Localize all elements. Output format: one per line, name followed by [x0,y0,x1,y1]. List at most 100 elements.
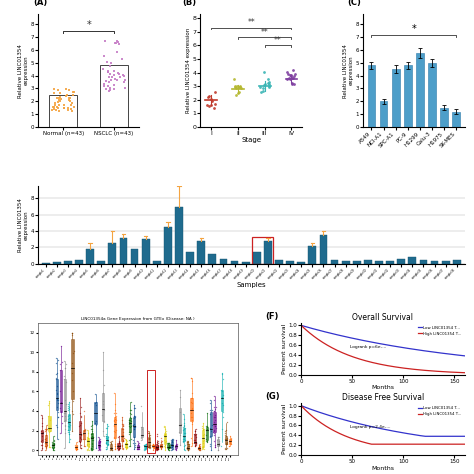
Point [77,412,85,419]
Point [72,443,80,451]
Point [116,444,123,452]
Line: Low LINC01354 T...: Low LINC01354 T... [301,325,465,356]
Point [161,438,169,446]
Point [210,419,217,426]
Point [168,441,176,448]
Point [165,445,173,452]
Point [181,421,188,429]
Point [188,439,195,447]
Point [45,424,53,431]
Point [123,440,131,448]
Bar [309,246,316,264]
Point [148,441,156,448]
Bar [133,417,135,438]
Point [77,403,85,411]
Bar [225,436,227,444]
Point [219,370,226,377]
Bar [219,259,228,264]
Point [227,439,234,447]
Bar [160,444,162,447]
Point [149,440,156,448]
Point [94,446,102,454]
Point [216,438,223,445]
Bar [72,339,73,399]
Point [183,444,191,452]
Point [134,438,141,445]
Point [130,425,138,432]
Point [46,416,54,424]
Point [37,446,45,453]
Point [212,443,219,451]
Point [83,446,91,454]
Point [104,440,111,447]
Point [122,439,129,447]
Point [38,432,46,440]
Point [109,73,116,81]
Point [104,438,111,445]
Point [110,417,118,424]
Point [207,433,214,440]
Point [192,440,200,447]
Point [164,444,172,452]
Point [206,92,213,100]
Point [61,101,68,109]
Point [214,434,222,441]
Point [70,397,77,405]
Point [219,409,227,416]
Point [123,445,130,452]
Point [37,442,45,449]
Point [119,71,127,78]
Point [184,438,192,446]
Point [188,399,196,407]
Point [203,100,211,108]
Point [134,441,142,449]
Point [73,445,80,452]
Point [122,439,130,447]
Point [131,420,138,428]
Point [265,78,273,86]
Point [61,375,68,383]
Point [185,443,192,450]
Point [65,423,73,430]
Point [56,387,64,395]
Point [153,430,161,438]
Point [64,419,72,427]
Point [119,436,127,443]
Point [218,393,226,401]
Point [50,439,57,447]
Y-axis label: Relative LINC01354
expression: Relative LINC01354 expression [18,198,29,252]
Point [184,446,191,454]
Point [286,74,293,82]
Point [87,422,94,430]
Low LINC01354 T... [298,322,304,328]
Point [118,442,126,449]
Point [99,405,107,413]
Point [211,422,219,430]
Point [88,440,95,448]
Point [208,422,215,429]
Point [87,425,95,433]
Point [49,446,56,454]
Point [221,431,229,438]
Point [260,68,267,76]
X-axis label: Months: Months [371,465,394,471]
Point [157,446,165,453]
Point [89,418,96,425]
Point [83,441,91,449]
Point [65,96,73,103]
Point [181,437,189,444]
Point [231,83,239,91]
Point [42,443,50,451]
Point [210,408,218,415]
Point [161,446,168,454]
Point [141,446,148,454]
Point [50,103,58,110]
Point [62,378,70,386]
Point [146,436,153,443]
Point [168,446,176,453]
Point [62,408,69,415]
Point [188,389,195,396]
Point [65,418,73,426]
Low LINC01354 T... [422,433,428,439]
Point [165,443,173,450]
